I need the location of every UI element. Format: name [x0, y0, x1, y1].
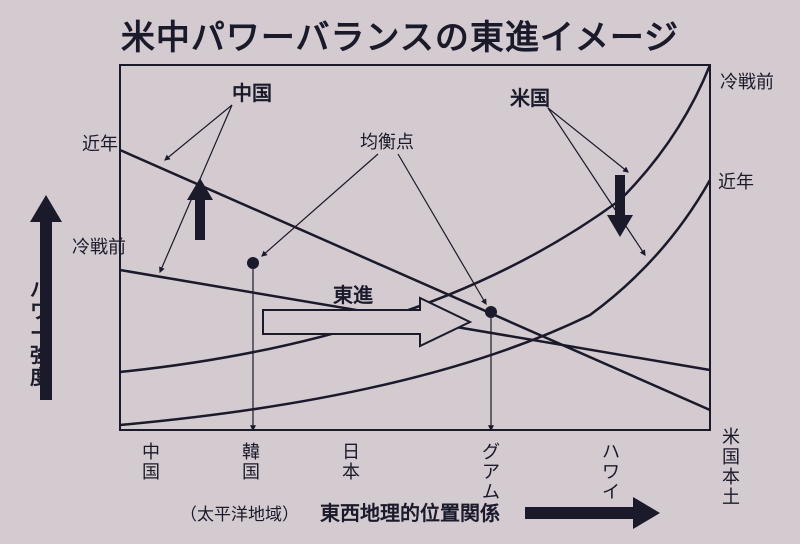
x-ticks: 中国 韓国 日本 グアム ハワイ 米国本土 [142, 427, 740, 507]
y-axis-label: パワー強度 [30, 278, 51, 389]
x-axis-caption: 東西地理的位置関係 [320, 501, 500, 525]
svg-text:韓国: 韓国 [242, 442, 260, 482]
page-title: 米中パワーバランスの東進イメージ [0, 10, 800, 59]
label-us-coldwar: 冷戦前 [720, 72, 774, 92]
x-axis-caption-prefix: （太平洋地域） [180, 505, 299, 524]
svg-text:米国本土: 米国本土 [722, 427, 740, 507]
label-china-recent: 近年 [82, 134, 118, 154]
equilibrium-point-2 [485, 306, 497, 318]
group-label-china: 中国 [232, 81, 272, 105]
equilibrium-point-1 [247, 257, 259, 269]
arrow-china-up-icon [187, 178, 213, 240]
label-eastward: 東進 [333, 284, 373, 307]
label-us-recent: 近年 [718, 172, 754, 192]
x-axis-arrow-icon [525, 497, 660, 529]
diagram-svg: 近年 冷戦前 冷戦前 近年 中国 米国 均衡点 東進 パワー強度 中国 韓国 日… [0, 0, 800, 544]
group-label-us: 米国 [510, 87, 550, 110]
svg-text:日本: 日本 [342, 442, 360, 482]
label-china-coldwar: 冷戦前 [72, 237, 126, 257]
svg-text:グアム: グアム [482, 442, 500, 502]
svg-text:ハワイ: ハワイ [602, 442, 620, 502]
plot-box [120, 65, 710, 430]
label-equilibrium: 均衡点 [360, 132, 414, 152]
svg-text:中国: 中国 [142, 442, 160, 482]
